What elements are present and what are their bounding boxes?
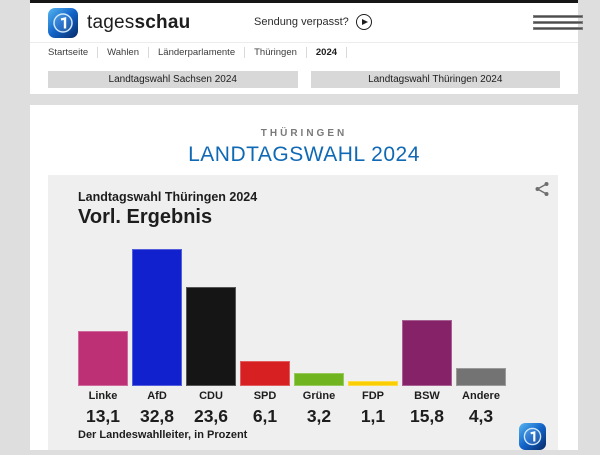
tagesschau-logo[interactable]: tagesschau [48,8,190,38]
bar-label: AfD [147,390,167,402]
breadcrumb-item-laenderparlamente[interactable]: Länderparlamente [149,46,246,58]
tagesschau-watermark-icon [519,423,546,450]
play-icon[interactable] [355,14,372,30]
bar-column-gruene: Grüne 3,2 [292,249,346,427]
bar-value: 15,8 [409,406,445,426]
bar-label: FDP [362,390,384,402]
bar-column-bsw: BSW 15,8 [400,249,454,427]
results-chart-card: Landtagswahl Thüringen 2024 Vorl. Ergebn… [48,175,558,450]
election-tabs: Landtagswahl Sachsen 2024 Landtagswahl T… [48,71,560,88]
chart-source: Der Landeswahlleiter, in Prozent [78,429,248,441]
bar-label: SPD [253,390,277,402]
hamburger-bar [533,27,583,30]
bar-column-spd: SPD 6,1 [238,249,292,427]
bar-column-linke: Linke 13,1 [76,249,130,427]
bar-andere [456,368,506,386]
tagesschau-logo-icon [48,8,78,38]
bar-value: 32,8 [139,406,175,426]
bar-chart: Linke 13,1 AfD 32,8 CDU 23,6 SPD 6,1 Grü… [76,249,508,427]
bar-label: CDU [199,390,223,402]
bar-afd [132,249,182,386]
share-icon[interactable] [534,181,550,197]
chart-kicker: Landtagswahl Thüringen 2024 [78,190,258,204]
bar-label: Grüne [302,390,336,402]
bar-gruene [294,373,344,386]
bar-value: 4,3 [468,406,494,426]
tab-landtagswahl-sachsen-2024[interactable]: Landtagswahl Sachsen 2024 [48,71,298,88]
top-card: tagesschau Sendung verpasst? Startseite … [30,0,583,94]
breadcrumb-item-thueringen[interactable]: Thüringen [245,46,307,58]
brand-bold: schau [134,12,191,33]
hamburger-bar [533,15,583,18]
bar-spd [240,361,290,386]
main-content: THÜRINGEN LANDTAGSWAHL 2024 Landtagswahl… [30,105,578,450]
sendung-verpasst-link[interactable]: Sendung verpasst? [254,14,372,30]
bar-column-cdu: CDU 23,6 [184,249,238,427]
brand-wordmark: tagesschau [87,12,190,34]
hamburger-bar [533,21,583,24]
bar-label: Linke [88,390,118,402]
hamburger-menu-icon[interactable] [533,15,583,30]
bar-value: 1,1 [360,406,386,426]
bar-cdu [186,287,236,386]
bar-column-andere: Andere 4,3 [454,249,508,427]
sendung-verpasst-label: Sendung verpasst? [254,16,349,28]
breadcrumb: Startseite Wahlen Länderparlamente Thüri… [30,42,578,61]
breadcrumb-item-startseite[interactable]: Startseite [48,46,99,58]
region-label: THÜRINGEN [260,128,348,139]
breadcrumb-item-wahlen[interactable]: Wahlen [98,46,149,58]
bar-value: 6,1 [252,406,278,426]
brand-regular: tages [87,12,135,33]
bar-fdp [348,381,398,386]
bar-value: 3,2 [306,406,332,426]
bar-label: Andere [462,390,500,402]
breadcrumb-item-2024[interactable]: 2024 [307,46,348,58]
chart-title: Vorl. Ergebnis [78,206,213,228]
bar-column-fdp: FDP 1,1 [346,249,400,427]
bar-column-afd: AfD 32,8 [130,249,184,427]
header: tagesschau Sendung verpasst? [30,3,583,41]
bar-value: 13,1 [85,406,121,426]
bar-bsw [402,320,452,386]
tab-landtagswahl-thueringen-2024[interactable]: Landtagswahl Thüringen 2024 [310,71,560,88]
bar-value: 23,6 [193,406,229,426]
bar-label: BSW [414,390,440,402]
page-title: LANDTAGSWAHL 2024 [188,143,420,166]
bar-linke [78,331,128,386]
